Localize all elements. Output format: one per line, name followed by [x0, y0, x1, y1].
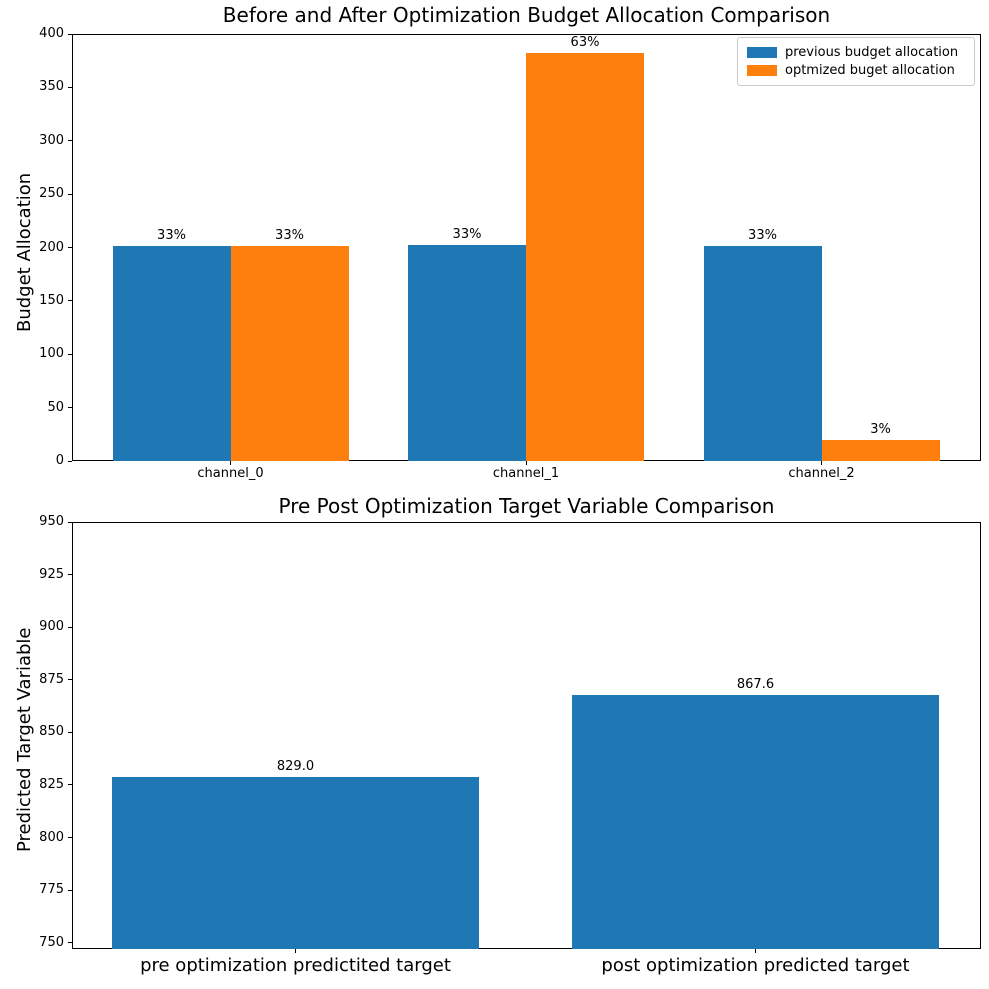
y-tick-label: 850 — [39, 724, 64, 740]
y-tick — [68, 407, 72, 409]
bar-value-label: 829.0 — [276, 758, 315, 774]
y-tick — [68, 140, 72, 142]
y-tick-label: 875 — [39, 671, 64, 687]
bar-value-label: 3% — [870, 421, 891, 437]
bar — [526, 53, 644, 461]
y-tick — [68, 300, 72, 302]
y-tick-label: 750 — [39, 934, 64, 950]
legend-item-previous: previous budget allocation — [747, 43, 965, 62]
legend-swatch-orange — [747, 65, 777, 77]
y-tick — [68, 353, 72, 355]
y-tick — [68, 626, 72, 628]
x-tick-label: channel_0 — [197, 466, 264, 481]
y-tick-label: 400 — [39, 26, 64, 41]
y-tick-label: 925 — [39, 566, 64, 582]
bar — [112, 246, 231, 461]
x-tick — [755, 949, 756, 953]
bar-value-label: 33% — [157, 228, 186, 244]
y-tick-label: 825 — [39, 776, 64, 792]
y-tick — [68, 460, 72, 462]
x-tick-label: pre optimization predictited target — [140, 955, 451, 976]
y-tick-label: 950 — [39, 514, 64, 529]
legend-item-optimized: optmized buget allocation — [747, 62, 965, 81]
y-tick-label: 350 — [39, 79, 64, 95]
legend: previous budget allocation optmized buge… — [737, 37, 975, 86]
x-tick-label: post optimization predicted target — [601, 955, 910, 976]
y-tick-label: 0 — [55, 453, 64, 468]
legend-label-previous: previous budget allocation — [785, 44, 959, 60]
y-tick-label: 775 — [39, 882, 64, 898]
y-tick — [68, 731, 72, 733]
x-tick-label: channel_2 — [788, 466, 855, 481]
bar-value-label: 33% — [452, 227, 482, 243]
budget-chart-title: Before and After Optimization Budget All… — [222, 3, 831, 27]
bar-value-label: 33% — [748, 228, 777, 244]
legend-swatch-blue — [747, 46, 777, 58]
y-tick-label: 50 — [47, 399, 64, 415]
bar — [408, 245, 526, 461]
y-tick — [68, 837, 72, 839]
y-tick — [68, 574, 72, 576]
y-tick — [68, 193, 72, 195]
x-tick — [230, 461, 231, 465]
bar-value-label: 33% — [275, 228, 304, 244]
x-tick — [821, 461, 822, 465]
legend-label-optimized: optmized buget allocation — [785, 63, 955, 79]
y-tick-label: 900 — [39, 619, 64, 635]
bar-value-label: 867.6 — [736, 677, 775, 693]
bar-value-label: 63% — [570, 35, 600, 51]
bar — [821, 439, 940, 461]
x-tick-label: channel_1 — [492, 466, 560, 481]
y-tick-label: 800 — [39, 829, 64, 845]
y-tick — [68, 247, 72, 248]
y-tick-label: 200 — [39, 239, 64, 255]
y-tick — [68, 679, 72, 681]
bar — [230, 246, 349, 461]
y-tick-label: 300 — [39, 132, 64, 148]
x-tick — [525, 461, 527, 465]
bar — [112, 776, 479, 949]
y-tick-label: 250 — [39, 186, 64, 202]
y-tick — [68, 521, 72, 523]
y-tick — [68, 784, 72, 786]
y-tick-label: 100 — [39, 346, 64, 362]
target-chart-title: Pre Post Optimization Target Variable Co… — [278, 494, 775, 518]
y-tick — [68, 86, 72, 88]
bar — [572, 695, 939, 949]
y-tick — [68, 889, 72, 891]
bar — [703, 246, 822, 461]
x-tick — [295, 949, 296, 953]
y-tick-label: 150 — [39, 292, 64, 308]
y-tick — [68, 33, 72, 35]
y-tick — [68, 942, 72, 944]
